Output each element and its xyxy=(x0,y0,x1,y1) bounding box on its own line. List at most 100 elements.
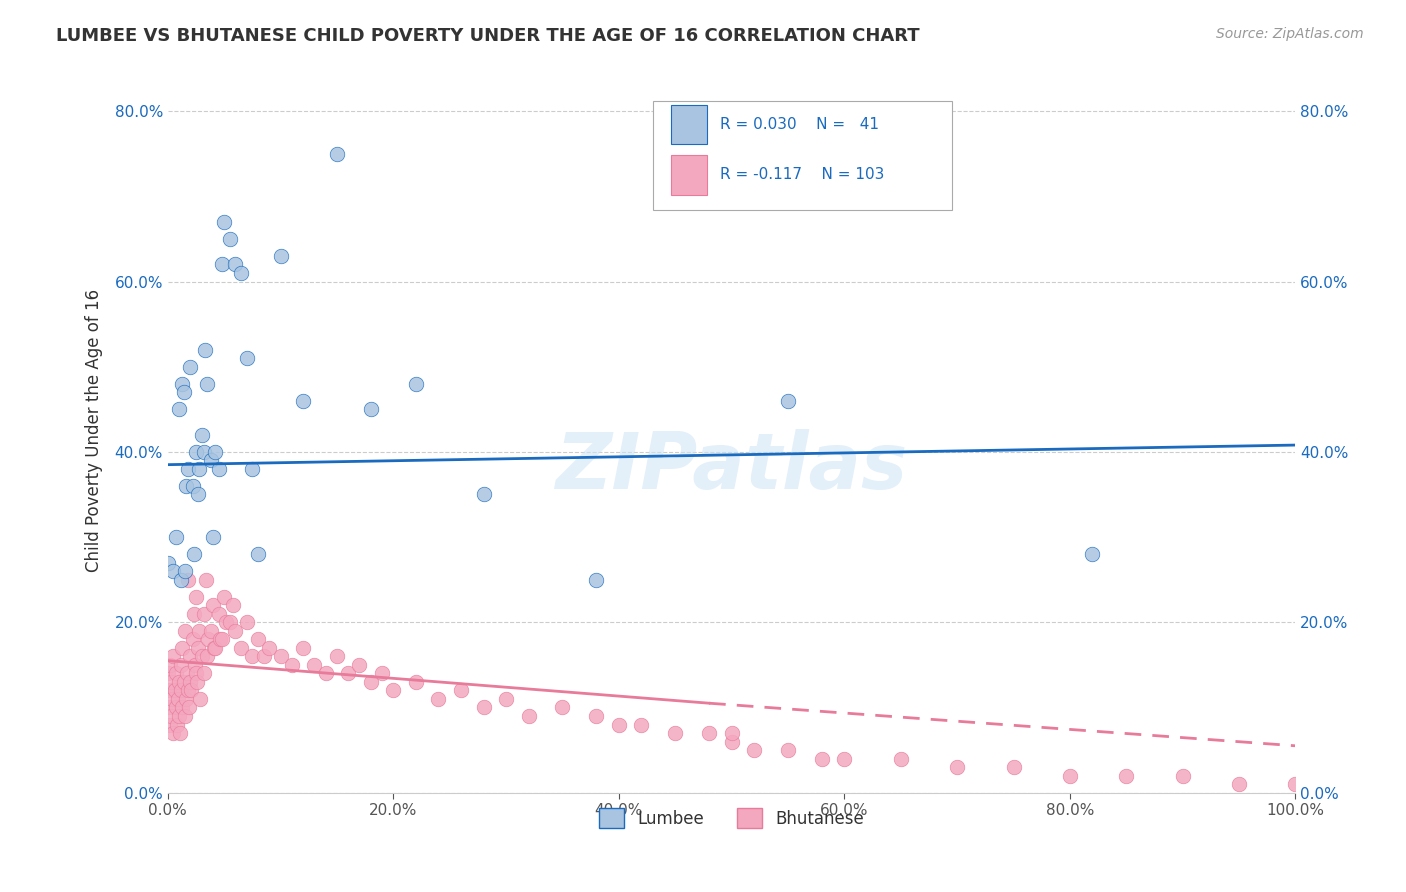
Point xyxy=(229,640,252,655)
Point xyxy=(180,683,202,698)
Point xyxy=(169,726,191,740)
Point xyxy=(450,683,472,698)
Point xyxy=(184,590,207,604)
Point xyxy=(235,615,257,630)
Point xyxy=(157,683,180,698)
Point xyxy=(190,649,212,664)
Point xyxy=(157,700,180,714)
Point xyxy=(1002,760,1025,774)
Point xyxy=(270,649,292,664)
Point xyxy=(184,445,207,459)
Point xyxy=(165,666,187,681)
Point xyxy=(224,624,246,638)
Point xyxy=(204,445,226,459)
Point xyxy=(776,743,799,757)
Point xyxy=(834,751,856,765)
Point xyxy=(162,726,184,740)
Point xyxy=(166,717,188,731)
Point xyxy=(170,683,193,698)
Point xyxy=(187,640,209,655)
Point xyxy=(472,700,495,714)
Point xyxy=(195,573,218,587)
Point xyxy=(371,666,394,681)
Point xyxy=(184,666,207,681)
Point xyxy=(427,692,450,706)
Point xyxy=(190,427,212,442)
Point xyxy=(1115,769,1137,783)
Point xyxy=(207,607,229,621)
Point xyxy=(181,479,204,493)
Point xyxy=(292,393,315,408)
Point xyxy=(160,674,183,689)
Point xyxy=(253,649,276,664)
Point xyxy=(163,683,186,698)
Legend: Lumbee, Bhutanese: Lumbee, Bhutanese xyxy=(592,801,872,835)
Point xyxy=(1081,547,1104,561)
Point xyxy=(212,215,235,229)
Point xyxy=(495,692,517,706)
Point xyxy=(184,657,207,672)
Point xyxy=(179,700,201,714)
Point xyxy=(382,683,405,698)
Point xyxy=(585,709,607,723)
Point xyxy=(165,530,187,544)
Point xyxy=(173,674,195,689)
Point xyxy=(337,666,360,681)
Point xyxy=(224,257,246,271)
Point xyxy=(172,700,194,714)
Point xyxy=(195,376,218,391)
Point xyxy=(160,709,183,723)
Point xyxy=(156,666,179,681)
Point xyxy=(304,657,326,672)
Point xyxy=(170,573,193,587)
Point xyxy=(181,632,204,647)
Point xyxy=(1171,769,1194,783)
Point xyxy=(212,590,235,604)
Point xyxy=(697,726,720,740)
Point xyxy=(156,556,179,570)
Point xyxy=(200,453,222,467)
Point xyxy=(215,615,238,630)
Point xyxy=(200,624,222,638)
Point xyxy=(201,599,224,613)
Text: ZIPatlas: ZIPatlas xyxy=(555,429,908,505)
Point xyxy=(177,573,200,587)
Point xyxy=(218,232,240,246)
Point xyxy=(174,479,197,493)
Point xyxy=(360,402,382,417)
Point xyxy=(208,632,231,647)
Point xyxy=(188,462,211,476)
Point xyxy=(193,666,215,681)
Point xyxy=(162,692,184,706)
Point xyxy=(326,649,349,664)
Point xyxy=(240,462,263,476)
Point xyxy=(1284,777,1306,791)
Point xyxy=(186,674,208,689)
Point xyxy=(517,709,540,723)
Point xyxy=(179,649,201,664)
Point xyxy=(202,640,225,655)
Point xyxy=(183,607,205,621)
Point xyxy=(173,564,195,578)
Point xyxy=(173,709,195,723)
Point xyxy=(229,266,252,280)
Point xyxy=(179,359,201,374)
Text: LUMBEE VS BHUTANESE CHILD POVERTY UNDER THE AGE OF 16 CORRELATION CHART: LUMBEE VS BHUTANESE CHILD POVERTY UNDER … xyxy=(56,27,920,45)
Point xyxy=(172,640,194,655)
Point xyxy=(190,692,212,706)
Text: Source: ZipAtlas.com: Source: ZipAtlas.com xyxy=(1216,27,1364,41)
Point xyxy=(197,632,219,647)
Point xyxy=(607,717,630,731)
Point xyxy=(167,402,190,417)
Point xyxy=(167,692,190,706)
Point xyxy=(173,385,195,400)
Point xyxy=(240,649,263,664)
FancyBboxPatch shape xyxy=(652,101,952,210)
Point xyxy=(179,674,201,689)
Point xyxy=(167,674,190,689)
Point xyxy=(159,717,181,731)
Point xyxy=(720,726,742,740)
Point xyxy=(472,487,495,501)
Point xyxy=(222,599,245,613)
Point xyxy=(270,249,292,263)
